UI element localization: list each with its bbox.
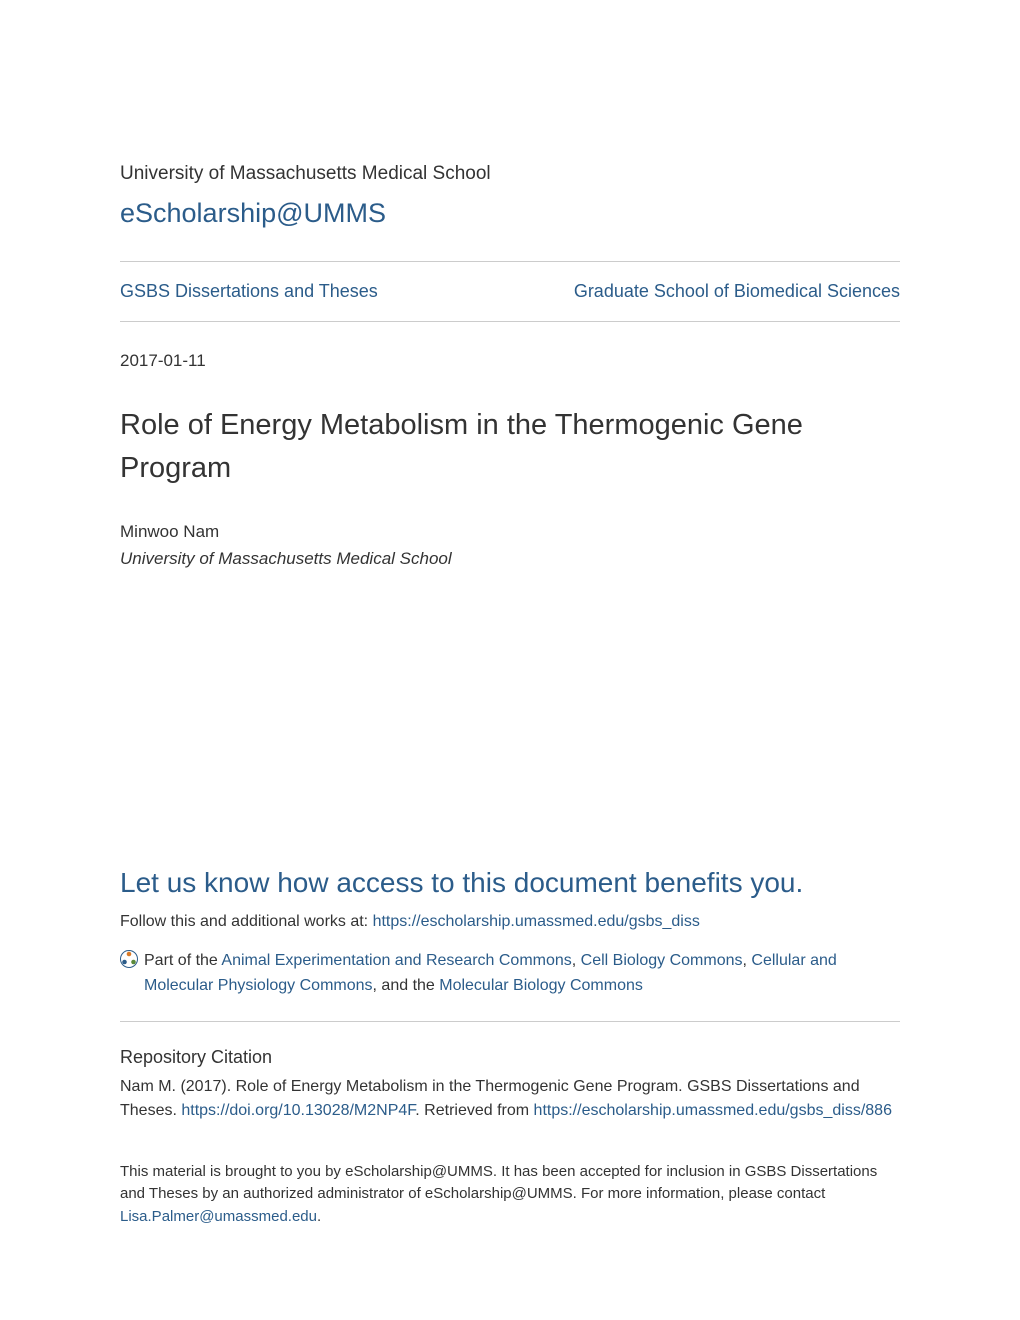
network-row: Part of the Animal Experimentation and R… <box>120 948 900 999</box>
follow-url-link[interactable]: https://escholarship.umassmed.edu/gsbs_d… <box>373 913 700 930</box>
author-block: Minwoo Nam University of Massachusetts M… <box>120 519 900 572</box>
commons-link-1[interactable]: Animal Experimentation and Research Comm… <box>221 952 571 969</box>
citation-text: Nam M. (2017). Role of Energy Metabolism… <box>120 1075 900 1123</box>
follow-prefix: Follow this and additional works at: <box>120 913 373 930</box>
network-text: Part of the Animal Experimentation and R… <box>144 948 900 999</box>
doi-link[interactable]: https://doi.org/10.13028/M2NP4F <box>181 1102 415 1119</box>
content-spacer <box>120 572 900 862</box>
citation-heading: Repository Citation <box>120 1044 900 1071</box>
nav-row: GSBS Dissertations and Theses Graduate S… <box>120 262 900 321</box>
repository-link[interactable]: eScholarship@UMMS <box>120 193 900 234</box>
citation-mid: . Retrieved from <box>415 1102 533 1119</box>
author-affiliation: University of Massachusetts Medical Scho… <box>120 546 900 572</box>
divider-nav <box>120 321 900 322</box>
document-title: Role of Energy Metabolism in the Thermog… <box>120 404 900 491</box>
benefits-link[interactable]: Let us know how access to this document … <box>120 862 900 904</box>
retrieved-url-link[interactable]: https://escholarship.umassmed.edu/gsbs_d… <box>534 1102 892 1119</box>
commons-link-4[interactable]: Molecular Biology Commons <box>439 977 643 994</box>
footer-prefix: This material is brought to you by eScho… <box>120 1163 877 1203</box>
publication-date: 2017-01-11 <box>120 348 900 374</box>
network-sep1: , <box>572 952 581 969</box>
page-header: University of Massachusetts Medical Scho… <box>120 160 900 233</box>
follow-text: Follow this and additional works at: htt… <box>120 910 900 934</box>
author-name: Minwoo Nam <box>120 519 900 545</box>
contact-email-link[interactable]: Lisa.Palmer@umassmed.edu <box>120 1208 317 1225</box>
collection-link[interactable]: GSBS Dissertations and Theses <box>120 278 378 305</box>
network-prefix: Part of the <box>144 952 221 969</box>
network-sep3: , and the <box>373 977 440 994</box>
institution-name: University of Massachusetts Medical Scho… <box>120 160 900 189</box>
commons-link-2[interactable]: Cell Biology Commons <box>581 952 743 969</box>
network-icon <box>120 950 138 976</box>
footer-text: This material is brought to you by eScho… <box>120 1161 900 1229</box>
footer-suffix: . <box>317 1208 321 1225</box>
school-link[interactable]: Graduate School of Biomedical Sciences <box>574 278 900 305</box>
divider-citation <box>120 1021 900 1022</box>
